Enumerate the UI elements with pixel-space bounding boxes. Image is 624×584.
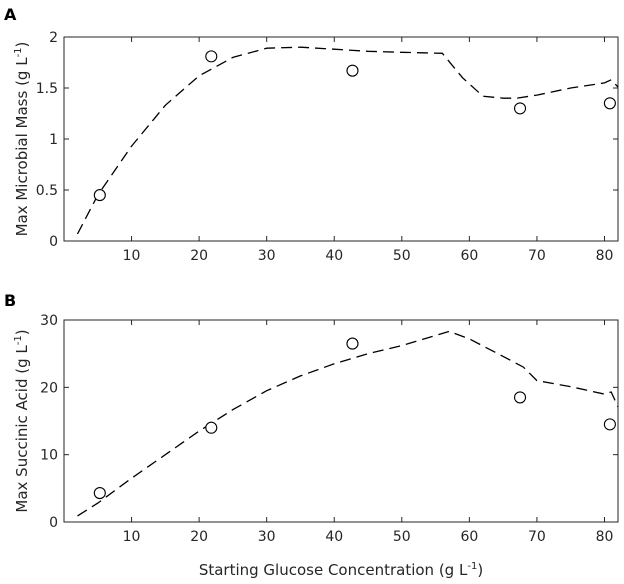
panel-a-data-point [513,102,527,115]
panel-b-x-tick-label: 70 [528,529,546,545]
panel-a-data-point [93,189,106,202]
panel-a-y-ticks: 0 0.5 1 1.5 2 [36,30,618,250]
panel-a-x-tick-label: 10 [123,248,141,264]
panel-b-x-axis-label: Starting Glucose Concentration (g L-1) [199,561,483,579]
panel-b-y-axis-label-sup: -1 [13,335,24,345]
panel-a-x-tick-label: 70 [528,248,546,264]
panel-b-x-axis-label-close: ) [477,561,483,579]
panel-b-y-tick-label: 30 [40,313,58,329]
panel-b-x-tick-label: 60 [460,529,478,545]
panel-a-x-tick-label: 30 [258,248,276,264]
panel-a-model-line [76,46,619,235]
panel-b-x-tick-label: 80 [596,529,614,545]
panel-b-label: B [4,291,16,310]
panel-b-y-tick-label: 20 [40,380,58,396]
panel-a-data-points [93,50,616,202]
panel-b-y-axis-label-close: ) [13,329,31,335]
panel-b-model-line [77,330,619,517]
panel-a-y-axis-label: Max Microbial Mass (g L-1) [13,42,31,237]
panel-a-label: A [4,5,17,24]
panel-a-x-tick-label: 60 [460,248,478,264]
panel-b-frame [63,319,619,523]
panel-b-x-tick-label: 20 [190,529,208,545]
panel-b-x-tick-label: 50 [393,529,411,545]
panel-b-data-points [93,337,616,500]
panel-a: A 10 20 30 40 50 60 70 80 0 0.5 1 1.5 2 Max Microbi… [4,5,619,264]
panel-b-y-tick-label: 0 [49,515,58,531]
panel-b-data-point [205,421,218,434]
panel-a-frame [63,36,619,242]
panel-a-y-tick-label: 0.5 [36,183,58,199]
panel-b-x-axis-label-sup: -1 [467,561,477,572]
panel-a-x-ticks: 10 20 30 40 50 60 70 80 [123,37,614,264]
panel-a-x-tick-label: 50 [393,248,411,264]
panel-a-y-tick-label: 1 [49,132,58,148]
panel-b-x-ticks: 10 20 30 40 50 60 70 80 [123,320,614,545]
panel-b-y-ticks: 0 10 20 30 [40,313,618,531]
panel-b-data-point [346,337,359,350]
panel-a-y-axis-label-close: ) [13,42,31,48]
panel-b-x-tick-label: 10 [123,529,141,545]
panel-b: B 10 20 30 40 50 60 70 80 0 10 20 30 Max Succinic … [4,291,619,579]
panel-b-x-tick-label: 30 [258,529,276,545]
panel-a-y-axis-label-sup: -1 [13,47,24,57]
panel-a-data-point [205,50,218,63]
panel-a-x-tick-label: 40 [325,248,343,264]
panel-b-y-tick-label: 10 [40,448,58,464]
panel-a-y-tick-label: 2 [49,30,58,46]
panel-a-x-tick-label: 20 [190,248,208,264]
panel-a-y-tick-label: 1.5 [36,81,58,97]
panel-b-data-point [93,486,106,500]
panel-b-x-tick-label: 40 [325,529,343,545]
panel-a-x-tick-label: 80 [596,248,614,264]
panel-b-data-point [513,391,527,404]
panel-a-data-point [346,64,359,77]
panel-b-data-point [603,418,616,431]
panel-b-y-axis-label: Max Succinic Acid (g L-1) [13,329,31,512]
panel-a-y-tick-label: 0 [49,234,58,250]
panel-a-data-point [603,97,616,110]
